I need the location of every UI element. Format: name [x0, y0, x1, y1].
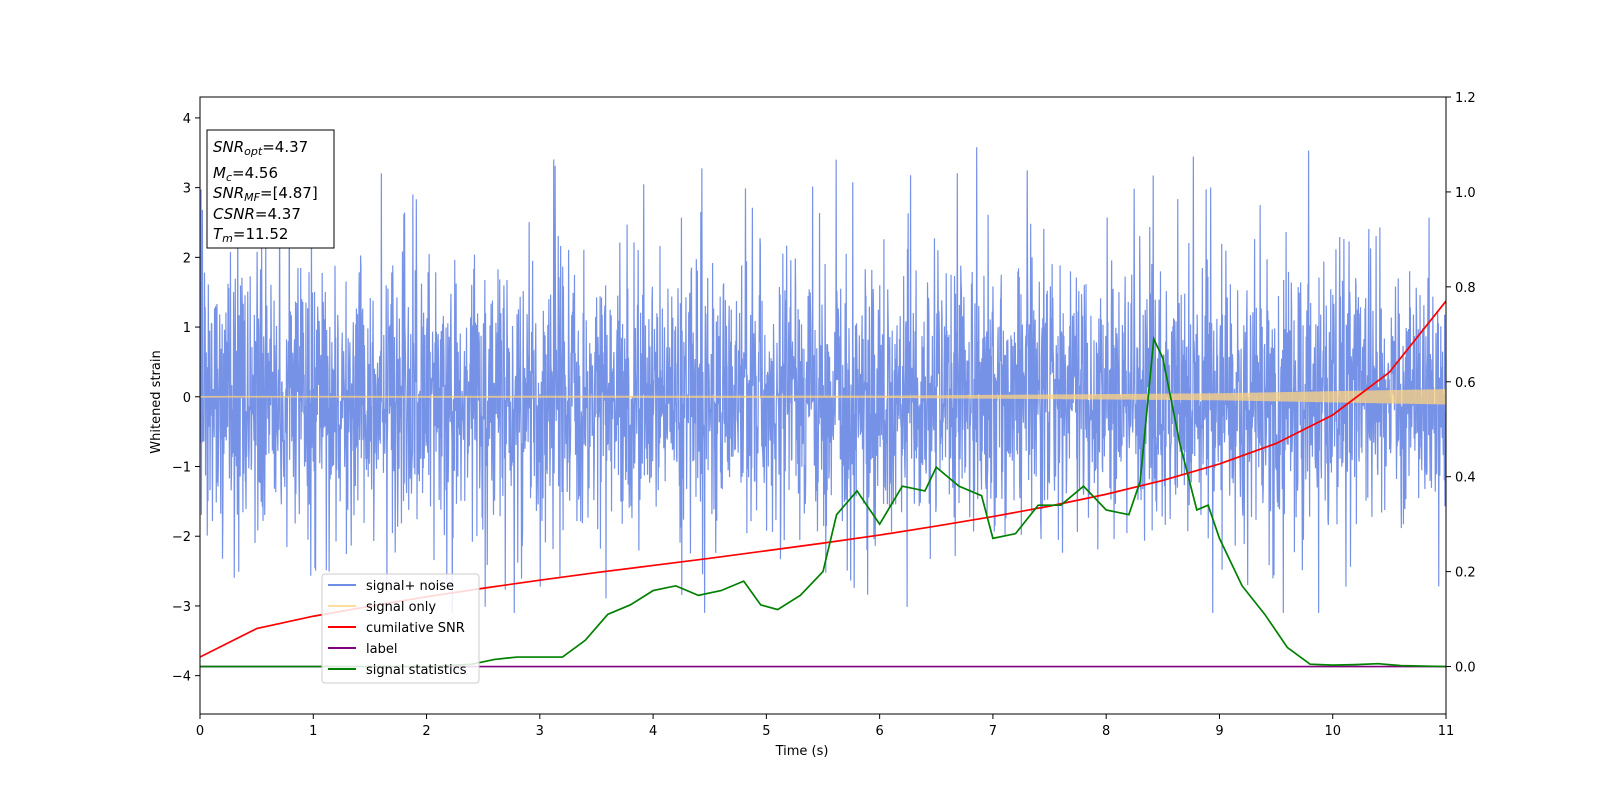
y-left-tick-label: −2: [172, 530, 191, 545]
y-right-tick-label: 1.2: [1455, 91, 1476, 106]
y-right-tick-label: 0.2: [1455, 566, 1476, 581]
y-right-tick-label: 0.0: [1455, 661, 1476, 676]
x-tick-label: 5: [762, 724, 770, 739]
x-tick-label: 9: [1215, 724, 1223, 739]
x-tick-label: 2: [422, 724, 430, 739]
y-left-tick-label: 0: [183, 391, 191, 406]
x-tick-label: 11: [1438, 724, 1455, 739]
y-axis-label: Whitened strain: [149, 350, 164, 453]
y-left-tick-label: −3: [172, 600, 191, 615]
y-left-tick-label: −4: [172, 670, 191, 685]
annotation-line: CSNR=4.37: [213, 205, 301, 223]
x-tick-label: 3: [536, 724, 544, 739]
legend-entry-label: label: [366, 642, 397, 657]
stats-annotation-box: SNRopt=4.37Mc=4.56SNRMF=[4.87]CSNR=4.37T…: [207, 130, 334, 248]
x-axis-label: Time (s): [775, 744, 829, 759]
legend-entry-label: signal+ noise: [366, 579, 454, 594]
x-tick-label: 4: [649, 724, 657, 739]
x-tick-label: 6: [875, 724, 883, 739]
legend-entry-label: signal statistics: [366, 663, 467, 678]
x-tick-label: 1: [309, 724, 317, 739]
y-right-tick-label: 0.8: [1455, 281, 1476, 296]
y-left-tick-label: 3: [183, 182, 191, 197]
legend-entry-label: signal only: [366, 600, 436, 615]
x-tick-label: 0: [196, 724, 204, 739]
x-tick-label: 10: [1324, 724, 1341, 739]
y-right-tick-label: 0.4: [1455, 471, 1476, 486]
y-left-tick-label: 4: [183, 112, 191, 127]
y-right-tick-label: 1.0: [1455, 186, 1476, 201]
y-left-tick-label: 1: [183, 321, 191, 336]
annotation-line: SNRMF=[4.87]: [213, 184, 318, 204]
legend: signal+ noise signal only cumilative SNR la…: [322, 574, 479, 683]
x-tick-label: 7: [989, 724, 997, 739]
y-left-tick-label: −1: [172, 461, 191, 476]
legend-entry-label: cumilative SNR: [366, 621, 465, 636]
annotation-line: Mc=4.56: [213, 164, 278, 184]
y-right-tick-label: 0.6: [1455, 376, 1476, 391]
y-left-tick-label: 2: [183, 251, 191, 266]
x-tick-label: 8: [1102, 724, 1110, 739]
